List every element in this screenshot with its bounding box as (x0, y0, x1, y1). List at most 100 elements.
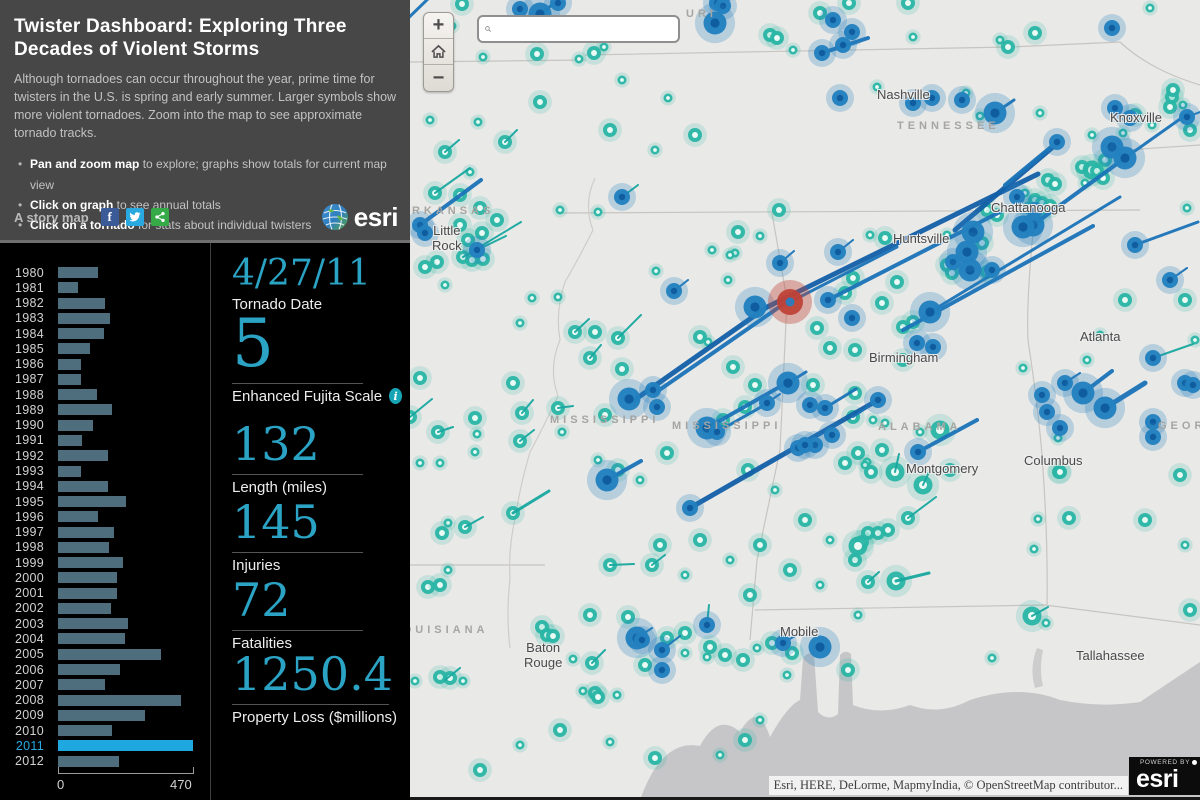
year-bar[interactable] (58, 511, 98, 523)
bar-row-1998[interactable]: 1998 (0, 540, 210, 555)
tornado-marker[interactable] (811, 441, 819, 449)
bar-row-2004[interactable]: 2004 (0, 631, 210, 646)
tornado-marker[interactable] (1052, 181, 1058, 187)
tornado-marker[interactable] (988, 266, 996, 274)
year-bar[interactable] (58, 434, 82, 446)
tornado-marker[interactable] (769, 640, 775, 646)
tornado-marker[interactable] (842, 460, 848, 466)
year-bar[interactable] (58, 312, 110, 324)
tornado-marker[interactable] (783, 378, 793, 388)
tornado-marker[interactable] (758, 234, 762, 238)
year-bar[interactable] (58, 618, 128, 630)
tornado-marker[interactable] (494, 217, 500, 223)
tornado-marker[interactable] (728, 253, 732, 257)
bar-row-1996[interactable]: 1996 (0, 509, 210, 524)
tornado-marker[interactable] (1183, 113, 1191, 121)
tornado-marker[interactable] (758, 718, 762, 722)
bar-row-1999[interactable]: 1999 (0, 555, 210, 570)
tornado-marker[interactable] (854, 542, 862, 550)
tornado-marker[interactable] (473, 450, 477, 454)
tornado-marker[interactable] (703, 621, 711, 629)
bar-row-2003[interactable]: 2003 (0, 616, 210, 631)
tornado-marker[interactable] (437, 582, 443, 588)
tornado-marker[interactable] (625, 614, 631, 620)
bar-row-1987[interactable]: 1987 (0, 372, 210, 387)
tornado-marker[interactable] (706, 340, 710, 344)
tornado-marker[interactable] (438, 461, 442, 465)
tornado-marker[interactable] (839, 41, 847, 49)
tornado-marker[interactable] (457, 222, 463, 228)
tornado-track[interactable] (653, 299, 790, 395)
tornado-marker[interactable] (828, 431, 836, 439)
tornado-marker[interactable] (1047, 203, 1053, 209)
year-bar[interactable] (58, 389, 97, 401)
tornado-marker[interactable] (752, 382, 758, 388)
tornado-marker[interactable] (1036, 517, 1040, 521)
tornado-track[interactable] (651, 554, 666, 566)
year-bar[interactable] (58, 465, 81, 477)
bar-row-2005[interactable]: 2005 (0, 647, 210, 662)
tornado-marker[interactable] (1094, 168, 1100, 174)
tornado-marker[interactable] (437, 674, 443, 680)
tornado-marker[interactable] (1148, 6, 1152, 10)
tornado-marker[interactable] (865, 530, 871, 536)
tornado-marker[interactable] (560, 430, 564, 434)
tornado-marker[interactable] (990, 108, 1000, 118)
tornado-marker[interactable] (1149, 354, 1157, 362)
tornado-marker[interactable] (829, 16, 837, 24)
tornado-marker[interactable] (602, 45, 606, 49)
tornado-marker[interactable] (1032, 547, 1036, 551)
year-bar[interactable] (58, 404, 112, 416)
year-bar[interactable] (58, 526, 114, 538)
tornado-marker[interactable] (834, 248, 842, 256)
tornado-marker[interactable] (936, 426, 944, 434)
tornado-track[interactable] (410, 0, 432, 28)
tornado-marker[interactable] (469, 257, 475, 263)
tornado-marker[interactable] (710, 18, 720, 28)
tornado-marker[interactable] (1122, 297, 1128, 303)
tornado-marker[interactable] (718, 753, 722, 757)
year-bar[interactable] (58, 373, 81, 385)
year-bar[interactable] (58, 282, 78, 294)
tornado-marker[interactable] (683, 573, 687, 577)
year-bar[interactable] (58, 480, 108, 492)
tornado-marker[interactable] (1043, 408, 1051, 416)
tornado-marker[interactable] (1044, 621, 1048, 625)
tornado-marker[interactable] (791, 48, 795, 52)
tornado-marker[interactable] (979, 240, 985, 246)
tornado-marker[interactable] (705, 655, 709, 659)
tornado-marker[interactable] (1032, 30, 1038, 36)
tornado-track[interactable] (444, 139, 460, 153)
bar-row-2007[interactable]: 2007 (0, 677, 210, 692)
tornado-marker[interactable] (875, 85, 879, 89)
tornado-marker[interactable] (461, 679, 465, 683)
tornado-marker[interactable] (653, 403, 661, 411)
tornado-marker[interactable] (413, 679, 417, 683)
tornado-marker[interactable] (418, 461, 422, 465)
tornado-marker[interactable] (1167, 104, 1173, 110)
tornado-marker[interactable] (1185, 206, 1189, 210)
bar-row-1991[interactable]: 1991 (0, 433, 210, 448)
tornado-marker[interactable] (686, 504, 694, 512)
tornado-marker[interactable] (465, 237, 471, 243)
tornado-marker[interactable] (848, 314, 856, 322)
tornado-marker[interactable] (945, 233, 949, 237)
tornado-marker[interactable] (1187, 607, 1193, 613)
tornado-marker[interactable] (1108, 24, 1116, 32)
tornado-marker[interactable] (801, 441, 809, 449)
tornado-marker[interactable] (998, 38, 1002, 42)
tornado-marker[interactable] (1013, 193, 1021, 201)
tornado-marker[interactable] (773, 488, 777, 492)
tornado-marker[interactable] (587, 612, 593, 618)
tornado-marker[interactable] (577, 57, 581, 61)
tornado-marker[interactable] (666, 96, 670, 100)
tornado-marker[interactable] (806, 401, 814, 409)
tornado-marker[interactable] (697, 537, 703, 543)
home-button[interactable] (424, 39, 453, 65)
tornado-track[interactable] (410, 398, 433, 418)
info-icon[interactable]: i (389, 388, 402, 405)
annual-totals-chart[interactable]: 1980 1981 1982 1983 1984 1985 1986 1987 1988 1989… (0, 243, 210, 800)
tornado-marker[interactable] (1183, 543, 1187, 547)
tornado-marker[interactable] (642, 662, 648, 668)
tornado-marker[interactable] (713, 428, 721, 436)
